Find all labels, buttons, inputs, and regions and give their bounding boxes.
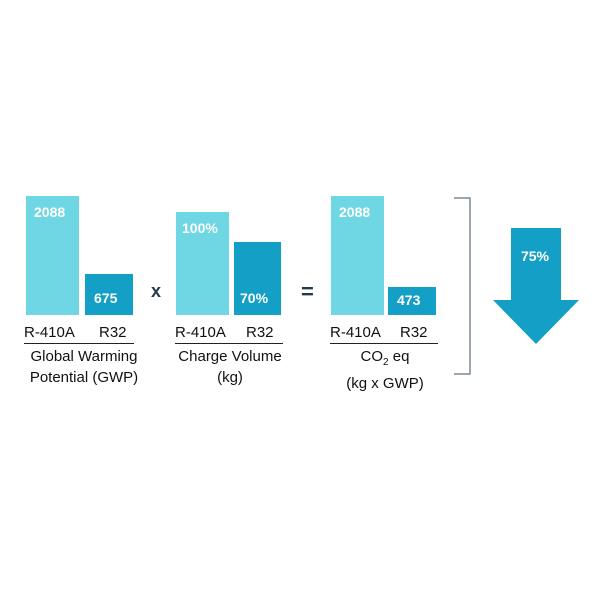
category-underline-co2 <box>330 343 438 344</box>
category-label-co2-r32: R32 <box>400 324 428 341</box>
bracket-shape <box>454 197 471 375</box>
bar-gwp-r410a-label: 2088 <box>34 204 66 220</box>
reduction-arrow-icon <box>493 228 579 344</box>
bar-charge-r32 <box>234 242 281 315</box>
caption-co2-line1: CO2 eq <box>315 346 455 373</box>
caption-co2-main: CO <box>360 348 384 365</box>
caption-gwp-line2: Potential (GWP) <box>29 369 139 386</box>
category-label-gwp-r32: R32 <box>99 324 127 341</box>
category-label-gwp-r410a: R-410A <box>24 324 75 341</box>
category-label-charge-r32: R32 <box>246 324 274 341</box>
bracket-path <box>454 197 471 375</box>
category-label-charge-r410a: R-410A <box>175 324 226 341</box>
category-underline-charge <box>175 343 283 344</box>
bar-co2-r410a <box>331 196 384 315</box>
reduction-label: 75% <box>520 248 550 264</box>
bar-co2-r410a-label: 2088 <box>339 204 371 220</box>
bar-gwp-r32-label: 675 <box>94 290 118 306</box>
caption-co2-line2: (kg x GWP) <box>346 375 424 392</box>
caption-gwp: Global Warming Potential (GWP) <box>14 346 154 388</box>
caption-gwp-line1: Global Warming <box>30 348 138 365</box>
category-label-co2-r410a: R-410A <box>330 324 381 341</box>
caption-charge-line2: (kg) <box>217 369 243 386</box>
bar-co2-r32-label: 473 <box>397 292 421 308</box>
caption-co2: CO2 eq (kg x GWP) <box>315 346 455 394</box>
caption-charge-line1: Charge Volume <box>178 348 282 365</box>
reduction-arrow-shape <box>493 228 579 344</box>
bar-charge-r410a <box>176 212 229 315</box>
caption-co2-tail: eq <box>388 348 410 365</box>
caption-co2-subscript: 2 <box>383 357 389 368</box>
operator-equals: = <box>301 279 314 304</box>
bar-co2-r32 <box>388 287 436 315</box>
category-underline-gwp <box>24 343 134 344</box>
bar-gwp-r32 <box>85 274 133 315</box>
bar-charge-r410a-label: 100% <box>182 220 218 236</box>
caption-charge: Charge Volume (kg) <box>160 346 300 388</box>
operator-multiply: x <box>151 281 162 301</box>
bar-charge-r32-label: 70% <box>240 290 269 306</box>
bar-gwp-r410a <box>26 196 79 315</box>
